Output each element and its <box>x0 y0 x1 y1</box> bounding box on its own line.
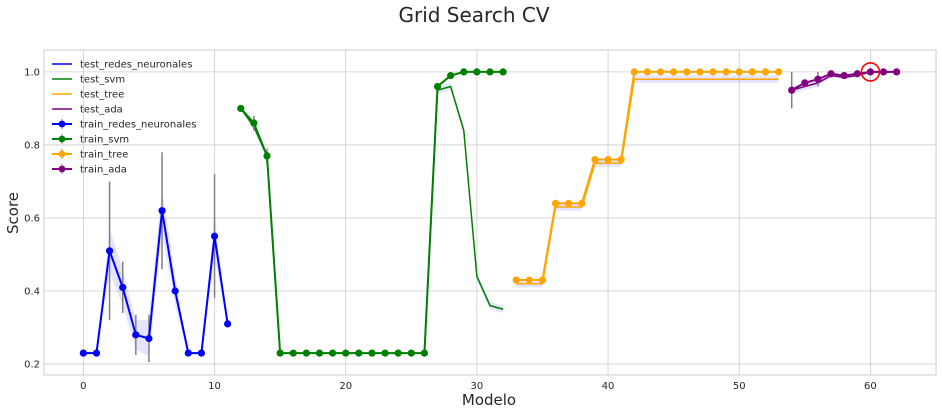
data-point <box>237 104 245 113</box>
best-model-highlight <box>860 62 881 82</box>
data-point <box>394 349 402 357</box>
legend: test_redes_neuronales test_svm test_treete… <box>52 60 196 176</box>
data-point <box>814 75 822 83</box>
data-point <box>328 349 337 357</box>
data-point <box>801 79 809 87</box>
data-point <box>866 68 875 76</box>
data-point <box>407 349 415 357</box>
legend-label: test_redes_neuronales <box>80 60 192 71</box>
data-point <box>656 68 665 76</box>
data-point <box>748 68 756 76</box>
data-point <box>158 207 166 215</box>
data-point <box>276 349 284 357</box>
x-tick-label: 0 <box>80 381 86 392</box>
plot-background <box>43 49 937 376</box>
data-point <box>447 71 455 80</box>
data-point <box>722 68 730 76</box>
data-point <box>433 82 442 91</box>
legend-label: train_ada <box>80 165 127 176</box>
legend-marker <box>58 165 66 173</box>
data-point <box>774 68 783 76</box>
data-point <box>381 349 389 357</box>
legend-label: test_svm <box>80 75 125 86</box>
data-point <box>761 68 770 76</box>
data-point <box>145 334 153 343</box>
data-point <box>499 68 507 76</box>
data-point <box>355 349 363 357</box>
chart-title: Grid Search CV <box>398 3 549 27</box>
data-point <box>315 349 324 357</box>
data-point <box>210 232 219 240</box>
data-point <box>827 70 835 78</box>
data-point <box>538 276 547 284</box>
data-point <box>853 70 861 78</box>
data-point <box>460 68 468 76</box>
data-point <box>420 349 429 357</box>
data-point <box>525 276 533 284</box>
legend-label: train_svm <box>80 135 129 146</box>
data-point <box>119 283 127 291</box>
legend-label: test_tree <box>80 90 124 101</box>
y-axis-title: Score <box>4 192 22 234</box>
data-point <box>105 247 114 255</box>
data-point <box>512 276 520 284</box>
y-tick-label: 0.4 <box>24 287 40 298</box>
data-point <box>289 349 297 357</box>
x-tick-label: 50 <box>733 381 746 392</box>
data-point <box>670 68 678 76</box>
data-point <box>617 155 625 164</box>
data-point <box>132 331 140 339</box>
data-point <box>683 68 691 76</box>
data-point <box>879 68 888 76</box>
x-tick-label: 20 <box>339 381 352 392</box>
data-point <box>342 349 350 357</box>
data-point <box>696 68 704 76</box>
y-tick-label: 0.6 <box>24 213 40 224</box>
data-point <box>840 71 848 80</box>
data-point <box>224 320 232 328</box>
legend-label: train_redes_neuronales <box>80 120 196 131</box>
data-point <box>591 155 599 164</box>
legend-marker <box>58 150 66 158</box>
x-tick-label: 10 <box>208 381 221 392</box>
data-point <box>263 152 271 160</box>
data-point <box>473 68 481 76</box>
data-point <box>604 155 612 164</box>
data-point <box>893 68 901 76</box>
data-point <box>630 68 638 76</box>
y-tick-label: 0.8 <box>24 140 40 151</box>
legend-label: train_tree <box>80 150 128 161</box>
y-tick-label: 1.0 <box>24 67 40 78</box>
data-point <box>197 349 206 357</box>
data-point <box>788 86 796 94</box>
y-tick-label: 0.2 <box>24 360 40 371</box>
data-point <box>486 68 494 76</box>
data-point <box>709 68 717 76</box>
data-point <box>565 199 573 207</box>
x-axis-title: Modelo <box>462 391 516 409</box>
x-tick-label: 30 <box>471 381 484 392</box>
plot-area: 0 10 20 30 40 50 60 0.2 0.4 0.6 0.8 1.0 <box>24 49 937 392</box>
data-point <box>551 199 560 207</box>
data-point <box>250 119 258 127</box>
data-point <box>79 349 87 357</box>
legend-marker <box>58 135 66 143</box>
data-point <box>302 349 310 357</box>
test-band <box>791 70 897 94</box>
data-point <box>92 349 101 357</box>
test-series-line <box>516 78 779 285</box>
data-point <box>735 68 743 76</box>
x-tick-label: 40 <box>602 381 615 392</box>
legend-label: test_ada <box>80 105 123 116</box>
x-tick-label: 60 <box>864 381 877 392</box>
data-point <box>184 349 192 357</box>
data-point <box>368 349 376 357</box>
data-point <box>171 287 179 295</box>
legend-marker <box>58 120 66 128</box>
data-point <box>643 68 652 76</box>
data-point <box>578 199 586 207</box>
train-series-line <box>83 210 229 355</box>
